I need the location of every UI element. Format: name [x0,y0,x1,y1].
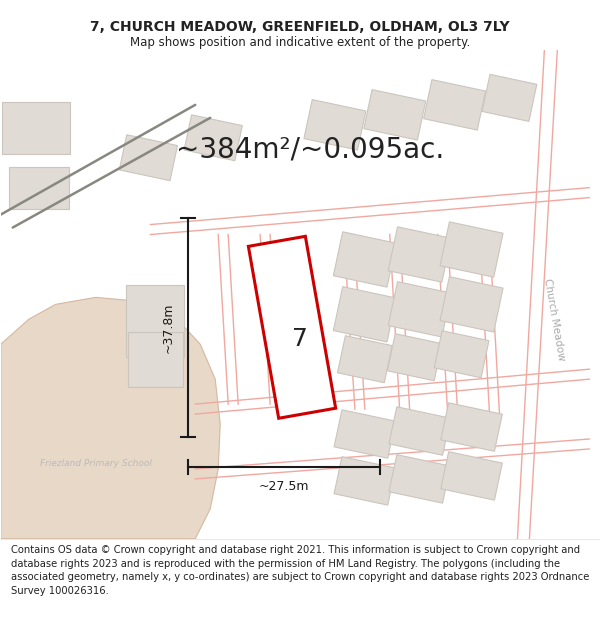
Polygon shape [434,331,489,378]
Polygon shape [128,332,183,387]
Polygon shape [389,407,451,455]
Polygon shape [304,99,366,150]
Polygon shape [2,102,70,154]
Text: ~27.5m: ~27.5m [259,481,309,493]
Polygon shape [334,410,395,458]
Polygon shape [440,277,503,332]
Polygon shape [1,298,220,539]
Text: Friezland Primary School: Friezland Primary School [40,459,151,469]
Polygon shape [337,336,392,382]
Polygon shape [334,287,397,342]
Text: 7: 7 [292,328,308,351]
Polygon shape [389,454,451,503]
Polygon shape [441,402,502,451]
Polygon shape [334,232,397,287]
Polygon shape [334,457,395,505]
Text: Contains OS data © Crown copyright and database right 2021. This information is : Contains OS data © Crown copyright and d… [11,545,589,596]
Polygon shape [388,334,442,381]
Polygon shape [424,79,485,130]
Text: ~37.8m: ~37.8m [162,302,175,352]
Polygon shape [248,236,335,418]
Text: 7, CHURCH MEADOW, GREENFIELD, OLDHAM, OL3 7LY: 7, CHURCH MEADOW, GREENFIELD, OLDHAM, OL… [90,20,510,34]
Text: Map shows position and indicative extent of the property.: Map shows position and indicative extent… [130,36,470,49]
Polygon shape [388,282,451,337]
Polygon shape [388,227,451,282]
Polygon shape [9,167,68,209]
Polygon shape [364,89,426,140]
Polygon shape [127,286,184,357]
Text: ~384m²/~0.095ac.: ~384m²/~0.095ac. [176,136,444,164]
Polygon shape [119,135,178,181]
Polygon shape [440,222,503,277]
Polygon shape [184,115,242,161]
Polygon shape [482,74,537,121]
Polygon shape [441,452,502,500]
Text: Church Meadow: Church Meadow [542,278,566,361]
